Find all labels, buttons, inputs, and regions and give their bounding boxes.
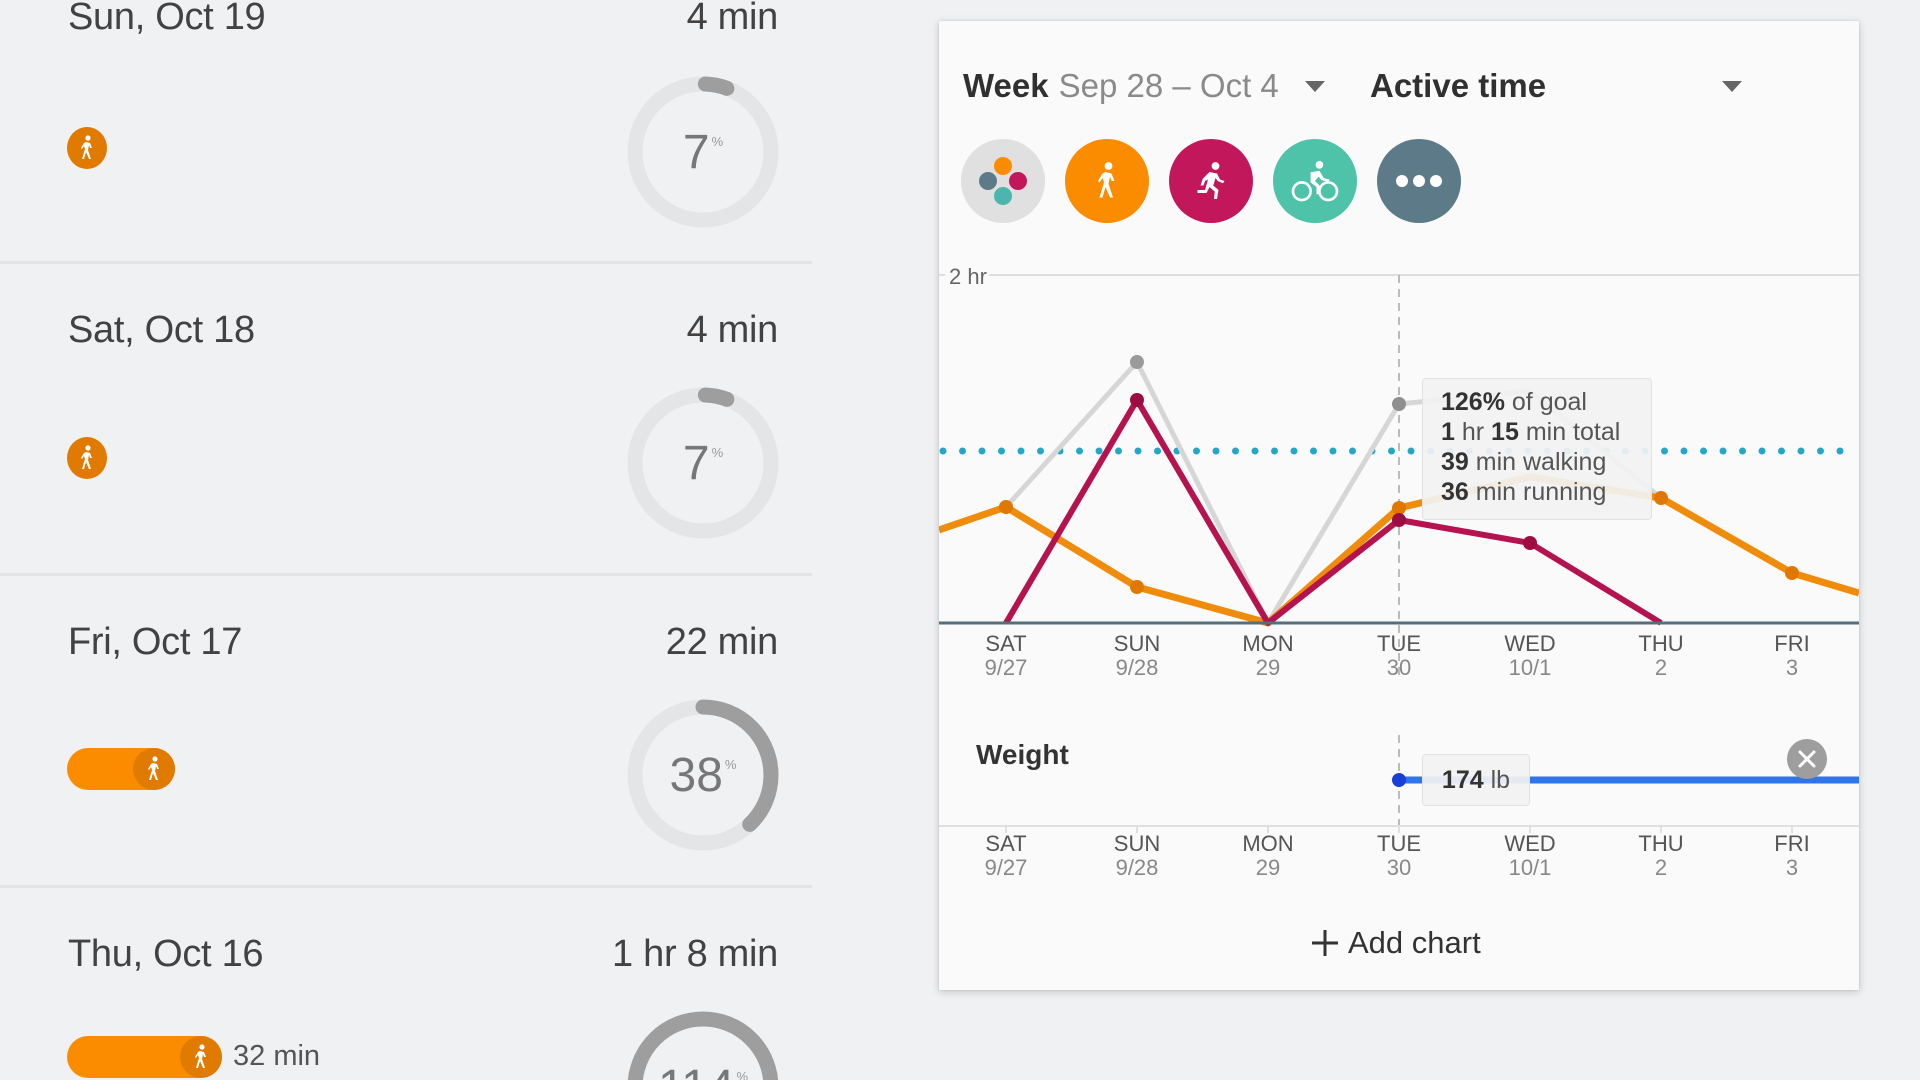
walking-icon [81, 135, 92, 159]
svg-text:30: 30 [1387, 855, 1411, 880]
goal-percent: 7 [682, 125, 710, 179]
svg-text:10/1: 10/1 [1509, 855, 1552, 880]
svg-text:FRI: FRI [1774, 831, 1809, 856]
svg-text:9/27: 9/27 [985, 855, 1028, 880]
walking-activity-badge [67, 127, 107, 169]
remove-weight-chart-button[interactable] [1787, 739, 1827, 779]
svg-text:WED: WED [1504, 631, 1555, 656]
goal-ring: 38% [627, 699, 779, 851]
day-total: 1 hr 8 min [612, 933, 778, 975]
goal-ring: 114% [627, 1011, 779, 1080]
weight-tooltip: 174 lb [1422, 754, 1530, 806]
svg-text:THU: THU [1638, 631, 1683, 656]
svg-text:FRI: FRI [1774, 631, 1809, 656]
svg-text:9/27: 9/27 [985, 655, 1028, 680]
walking-icon [1098, 162, 1115, 198]
walking-icon [195, 1044, 206, 1068]
goal-ring: 7% [627, 387, 779, 539]
period-label: Week [963, 67, 1049, 104]
day-total: 4 min [686, 0, 779, 38]
biking-icon [1291, 161, 1339, 202]
svg-text:TUE: TUE [1377, 831, 1421, 856]
svg-text:9/28: 9/28 [1116, 655, 1159, 680]
svg-text:MON: MON [1242, 831, 1293, 856]
day-date: Thu, Oct 16 [68, 933, 264, 975]
walking-activity-badge [67, 437, 107, 479]
day-row[interactable]: Thu, Oct 16 1 hr 8 min 32 min 114% [0, 888, 812, 1080]
divider [0, 573, 812, 576]
walking-icon [148, 756, 159, 780]
svg-text:TUE: TUE [1377, 631, 1421, 656]
day-date: Sun, Oct 19 [68, 0, 266, 38]
filter-all-activities[interactable] [961, 139, 1045, 223]
day-row[interactable]: Sat, Oct 18 4 min 7% [0, 264, 812, 576]
close-icon [1798, 750, 1816, 768]
day-total: 22 min [665, 621, 779, 663]
metric-dropdown[interactable]: Active time [1370, 61, 1750, 111]
svg-text:SAT: SAT [985, 631, 1026, 656]
svg-text:SUN: SUN [1114, 831, 1160, 856]
day-date: Sat, Oct 18 [68, 309, 255, 351]
svg-text:29: 29 [1256, 855, 1280, 880]
running-icon [1197, 162, 1225, 199]
svg-text:9/28: 9/28 [1116, 855, 1159, 880]
divider [0, 261, 812, 264]
activity-filters [961, 139, 1461, 223]
add-chart-label: Add chart [1348, 925, 1481, 960]
chevron-down-icon [1304, 80, 1325, 92]
metric-label: Active time [1370, 67, 1547, 104]
activity-chart-card: Week Sep 28 – Oct 4 Active time 2 hr [939, 21, 1859, 990]
svg-text:2: 2 [1655, 855, 1667, 880]
filter-walking[interactable] [1065, 139, 1149, 223]
weight-value: 174 [1441, 765, 1484, 794]
day-row[interactable]: Sun, Oct 19 4 min 7% [0, 0, 812, 264]
svg-text:30: 30 [1387, 655, 1411, 680]
multi-dot-icon [979, 157, 1027, 205]
daily-activity-list: Sun, Oct 19 4 min 7% Sat, Oct 18 4 min 7… [0, 0, 812, 1080]
goal-ring: 7% [627, 76, 779, 228]
date-range-label: Sep 28 – Oct 4 [1058, 67, 1279, 104]
filter-biking[interactable] [1273, 139, 1357, 223]
svg-text:10/1: 10/1 [1509, 655, 1552, 680]
more-dots-icon [1396, 175, 1442, 187]
series-running [1003, 397, 1663, 626]
day-row[interactable]: Fri, Oct 17 22 min 38% [0, 576, 812, 888]
svg-text:2: 2 [1655, 655, 1667, 680]
divider [0, 885, 812, 888]
goal-percent: 7 [682, 436, 710, 490]
walking-activity-bar [67, 1036, 222, 1078]
add-chart-button[interactable]: Add chart [1310, 921, 1481, 965]
svg-text:THU: THU [1638, 831, 1683, 856]
chevron-down-icon [1722, 80, 1742, 92]
walking-icon [81, 445, 92, 469]
plus-icon [1312, 930, 1338, 956]
svg-text:29: 29 [1256, 655, 1280, 680]
date-range-dropdown[interactable]: Week Sep 28 – Oct 4 [963, 61, 1325, 111]
weight-unit: lb [1490, 765, 1511, 794]
svg-text:SUN: SUN [1114, 631, 1160, 656]
day-date: Fri, Oct 17 [68, 621, 243, 663]
filter-running[interactable] [1169, 139, 1253, 223]
goal-percent: 38 [669, 748, 723, 802]
y-tick-2hr: 2 hr [949, 264, 987, 289]
day-total: 4 min [686, 309, 779, 351]
svg-text:3: 3 [1786, 655, 1798, 680]
svg-text:SAT: SAT [985, 831, 1026, 856]
svg-text:MON: MON [1242, 631, 1293, 656]
weight-chart-title: Weight [976, 739, 1069, 770]
walking-activity-bar [67, 748, 175, 790]
svg-text:WED: WED [1504, 831, 1555, 856]
filter-more[interactable] [1377, 139, 1461, 223]
svg-text:3: 3 [1786, 855, 1798, 880]
goal-percent: 114 [658, 1060, 735, 1080]
walking-duration: 32 min [233, 1040, 321, 1072]
chart-tooltip: 126% of goal 1 hr 15 min total 39 min wa… [1422, 378, 1652, 520]
